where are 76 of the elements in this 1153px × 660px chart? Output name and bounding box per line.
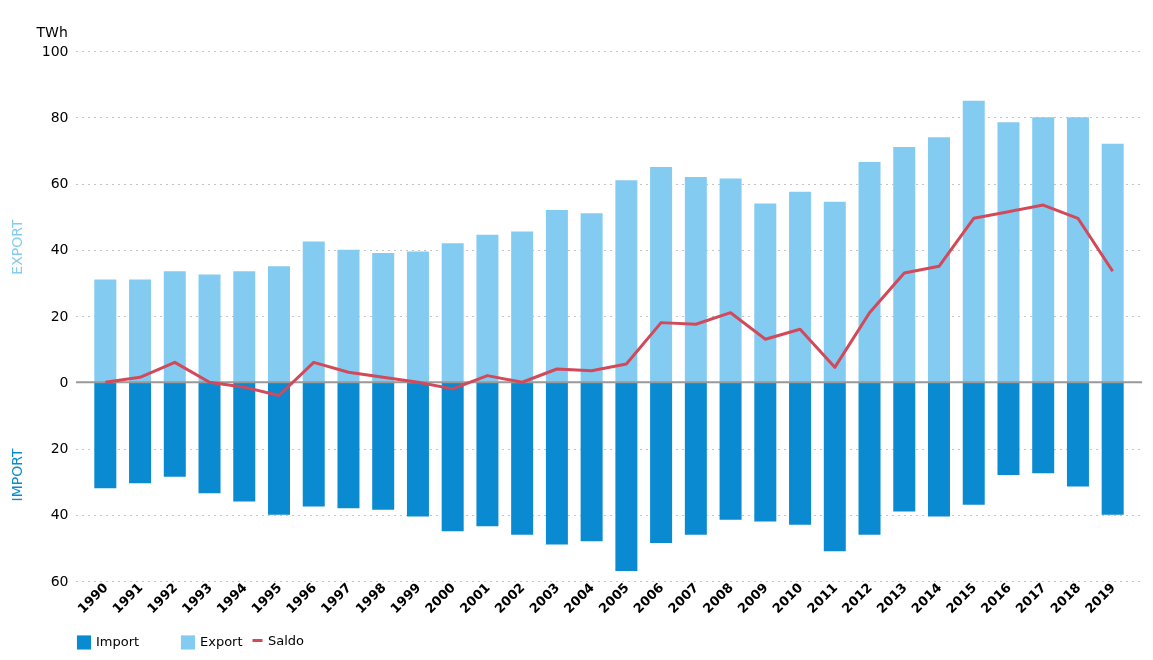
bar [1101, 143, 1124, 383]
bar [789, 382, 812, 525]
bar [823, 382, 846, 552]
bar [684, 382, 707, 535]
bar [754, 203, 777, 383]
bar [684, 176, 707, 383]
text: EXPORT [9, 219, 25, 275]
bar [511, 382, 534, 535]
bar [441, 382, 464, 532]
bar [928, 137, 950, 383]
y-tick-label: 60 [50, 175, 69, 191]
bar [302, 382, 325, 507]
bar [337, 382, 360, 509]
bar [337, 249, 360, 383]
bar [268, 266, 290, 383]
bar [615, 180, 638, 383]
bar [94, 382, 117, 489]
bar [893, 382, 916, 512]
legend-label: Saldo [268, 632, 305, 648]
bar [928, 382, 950, 517]
bar [719, 178, 742, 383]
bar [650, 166, 673, 383]
legend-label: Export [200, 634, 243, 650]
legend-label: Import [96, 634, 140, 650]
y-axis-title: TWh [35, 23, 68, 40]
bar [858, 382, 881, 535]
bar [233, 382, 256, 502]
text: IMPORT [9, 448, 25, 502]
bar [163, 382, 186, 477]
y-tick-label: 80 [50, 108, 69, 125]
y-tick-label: 100 [41, 42, 69, 59]
bar [476, 382, 499, 527]
bar [1032, 117, 1055, 383]
bar [789, 191, 812, 383]
bar [476, 234, 499, 383]
bar [1066, 382, 1089, 487]
bar [198, 274, 221, 383]
bar [580, 213, 603, 383]
bar [441, 243, 464, 383]
bar [858, 161, 881, 383]
bar [650, 382, 673, 543]
bar [129, 279, 152, 383]
bar [406, 251, 429, 383]
bar [406, 382, 429, 517]
line-series [103, 203, 1115, 397]
bar [129, 382, 152, 484]
bar [1032, 382, 1055, 474]
bar [545, 210, 568, 383]
bar [962, 382, 985, 505]
y-tick-label: 20 [50, 440, 69, 456]
bar [580, 382, 603, 542]
bar [754, 382, 777, 522]
bar [997, 382, 1020, 475]
bar [962, 100, 985, 383]
bar [615, 382, 638, 572]
y-tick-label: 40 [50, 241, 69, 258]
bar [823, 201, 846, 383]
bar [545, 382, 568, 545]
y-tick-label: 0 [59, 373, 69, 390]
y-tick-label: 60 [50, 572, 69, 589]
y-tick-label: 20 [50, 307, 69, 324]
bar [893, 147, 916, 383]
bar [94, 279, 117, 383]
bar [1066, 117, 1089, 383]
bar [268, 382, 290, 515]
bar [1101, 382, 1124, 515]
bar [302, 241, 325, 383]
bar [198, 382, 221, 494]
bar [997, 122, 1020, 383]
bar [372, 382, 395, 510]
bar [511, 231, 534, 383]
bar [163, 271, 186, 383]
y-tick-label: 40 [50, 506, 69, 523]
bar [233, 271, 256, 383]
bar [372, 253, 395, 383]
bar [719, 382, 742, 520]
